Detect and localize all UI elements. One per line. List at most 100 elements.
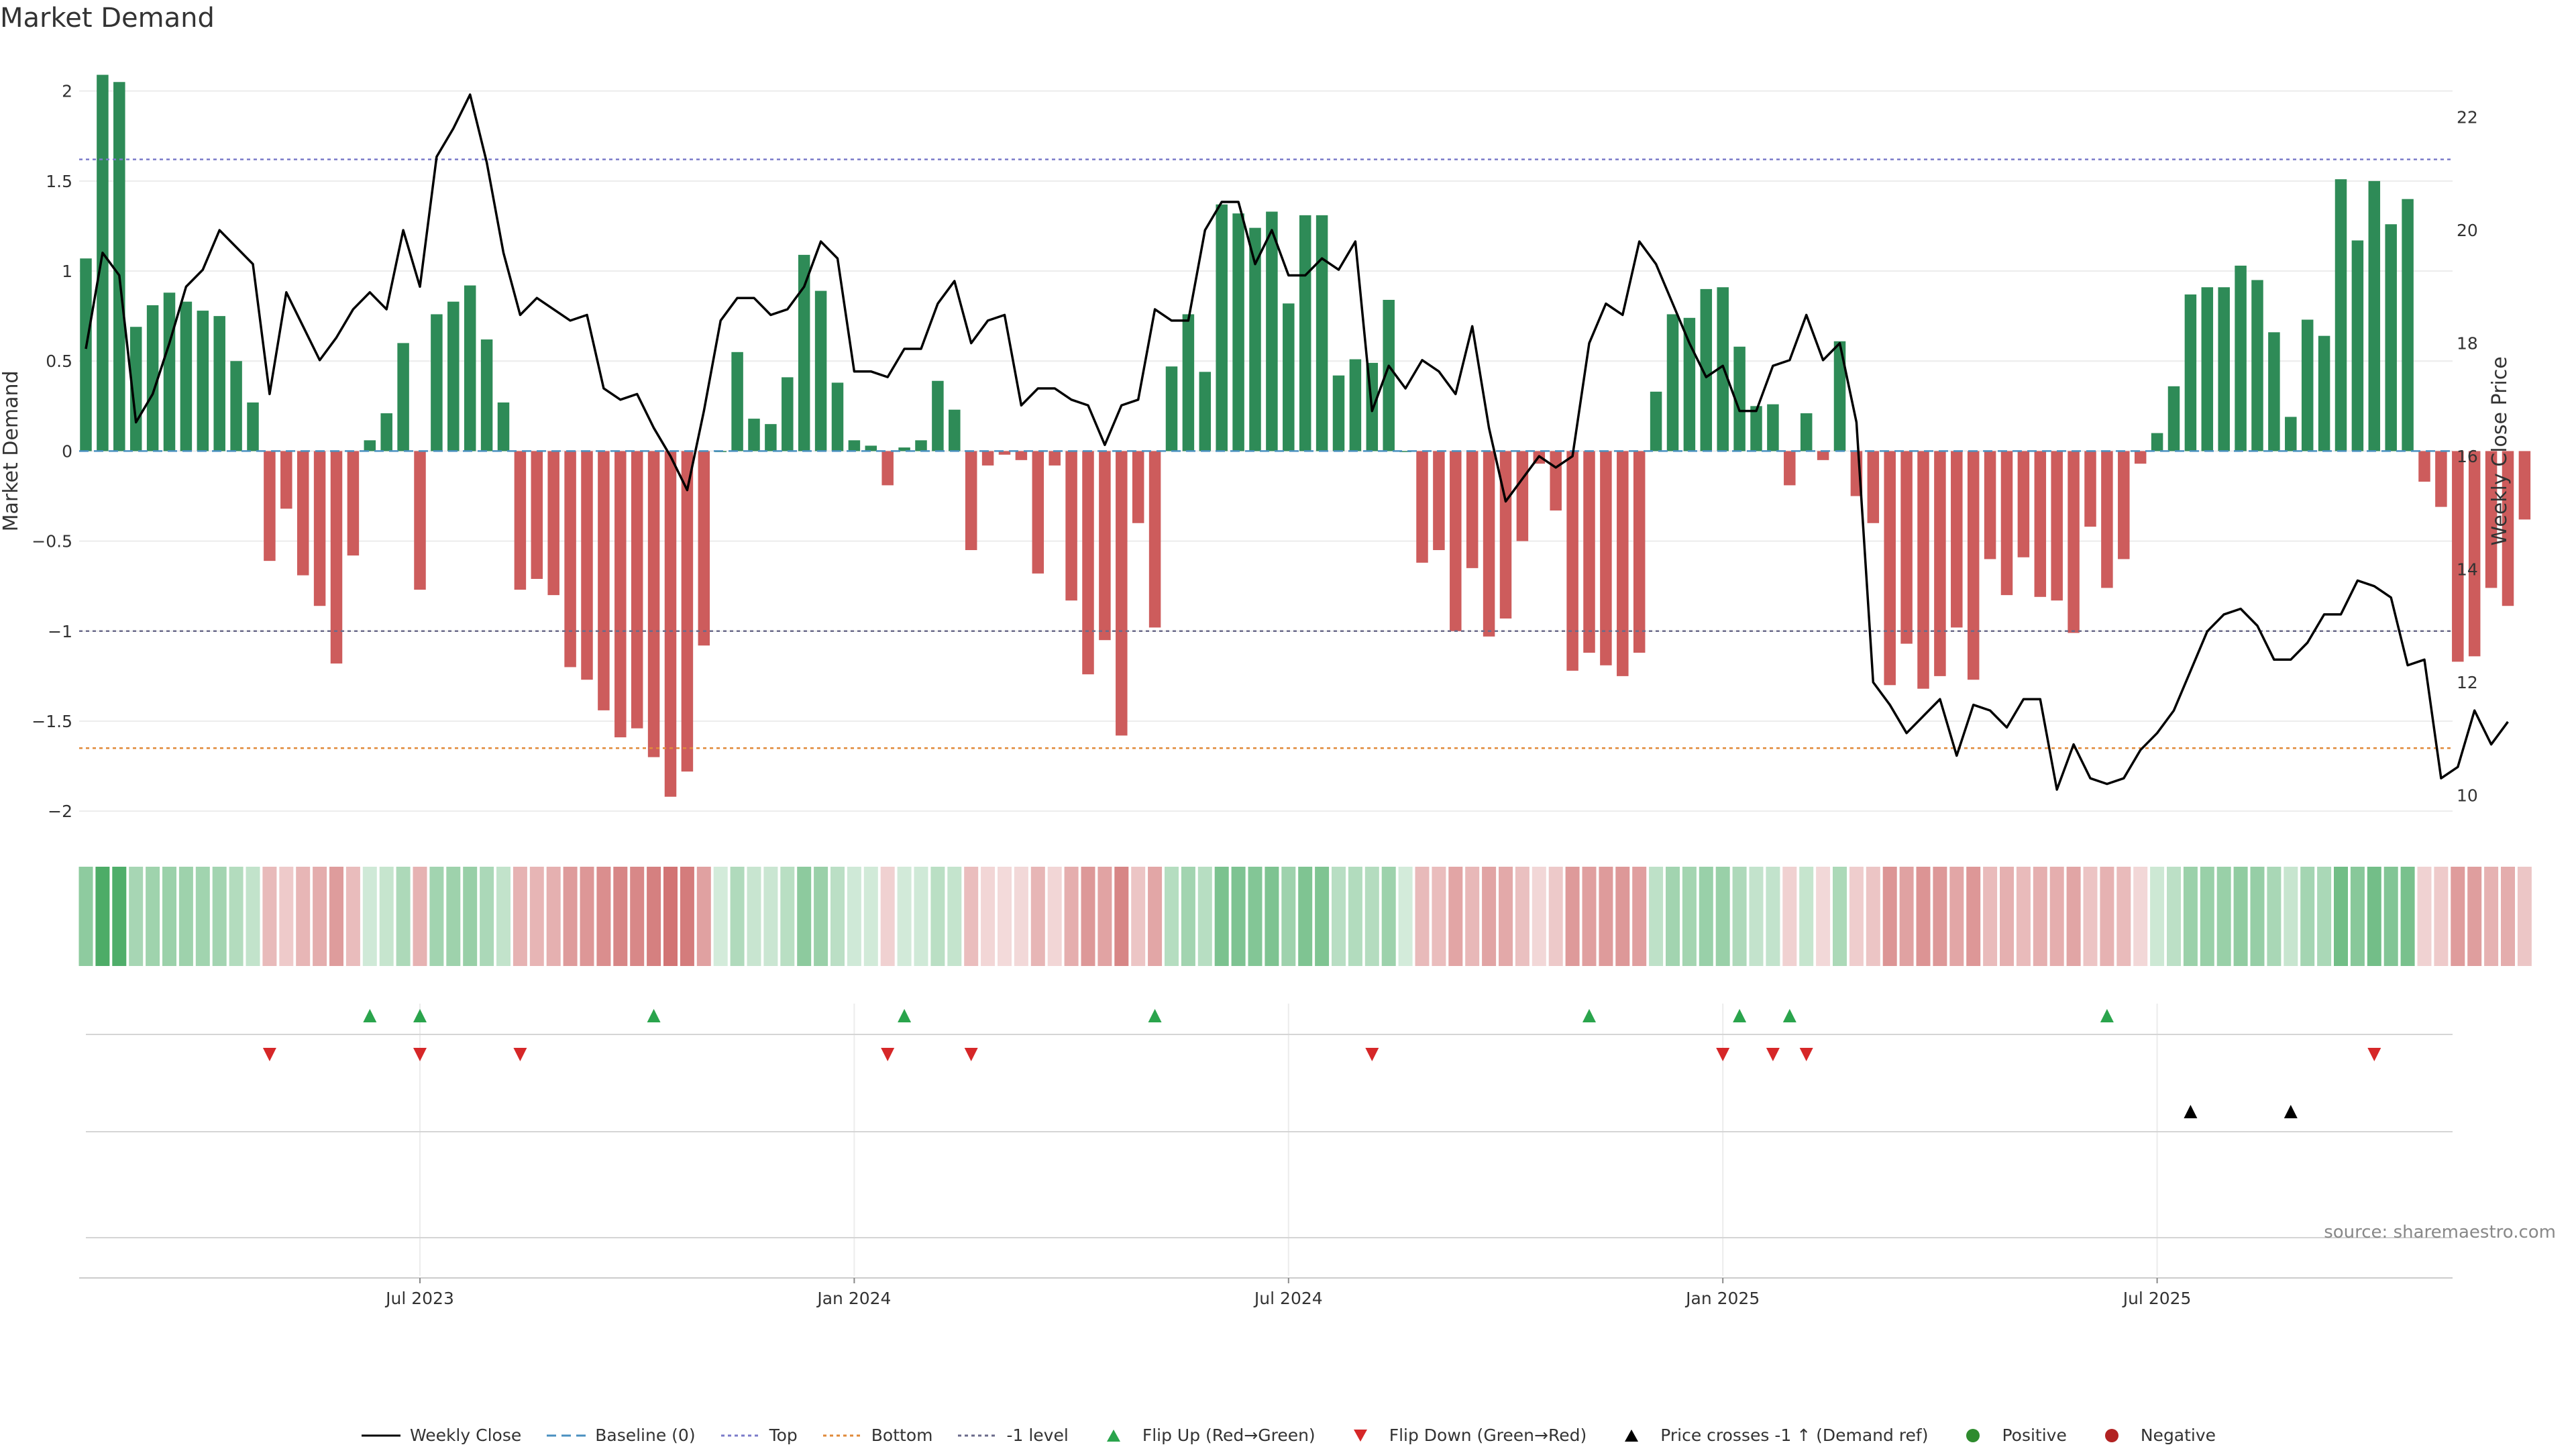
demand-bar: [898, 447, 910, 451]
demand-bar: [1566, 451, 1578, 671]
legend: Weekly Close Baseline (0) Top Bottom -1 leve…: [0, 1426, 2576, 1445]
demand-bar: [2485, 451, 2498, 588]
demand-bar: [1633, 451, 1646, 653]
demand-strip-cell: [2284, 867, 2298, 966]
demand-bar: [2368, 180, 2381, 451]
demand-bar: [731, 352, 743, 451]
demand-strip-cell: [1081, 867, 1095, 966]
demand-bar: [1900, 451, 1913, 644]
demand-bar: [1934, 451, 1946, 676]
demand-strip-cell: [1666, 867, 1680, 966]
flip-up-marker: [413, 1009, 427, 1022]
weekly-close-legend-swatch: [361, 1434, 400, 1436]
demand-strip-cell: [1348, 867, 1362, 966]
demand-strip-cell: [2434, 867, 2449, 966]
demand-strip-cell: [229, 867, 244, 966]
demand-bar: [2318, 335, 2330, 451]
demand-strip-cell: [1615, 867, 1630, 966]
y-tick-label: 0.5: [46, 352, 72, 371]
demand-strip-cell: [279, 867, 294, 966]
demand-strip-cell: [1882, 867, 1897, 966]
demand-bar: [247, 402, 259, 451]
demand-strip-cell: [78, 867, 93, 966]
demand-strip-cell: [663, 867, 678, 966]
demand-bar: [431, 314, 443, 451]
demand-bar: [1349, 359, 1362, 451]
source-note: source: sharemaestro.com: [2324, 1222, 2556, 1242]
demand-strip-cell: [129, 867, 144, 966]
demand-strip-cell: [1899, 867, 1914, 966]
demand-bar: [197, 311, 209, 451]
demand-strip-cell: [1682, 867, 1697, 966]
demand-bar: [2285, 417, 2297, 451]
chart-title: Market Demand: [0, 3, 215, 34]
legend-item-baseline: Baseline (0): [545, 1426, 696, 1445]
demand-strip-cell: [863, 867, 878, 966]
demand-bar: [414, 451, 426, 590]
flip-down-marker: [262, 1048, 276, 1061]
demand-bar: [2452, 451, 2464, 662]
demand-strip-cell: [112, 867, 127, 966]
price-cross-marker: [2184, 1105, 2198, 1118]
legend-label: Top: [769, 1426, 798, 1445]
x-tick-label: Jan 2024: [816, 1289, 891, 1308]
demand-bar: [1550, 451, 1562, 511]
demand-bar: [1148, 451, 1161, 628]
demand-strip-cell: [2451, 867, 2465, 966]
demand-bar: [97, 74, 109, 451]
demand-strip-cell: [2167, 867, 2181, 966]
demand-strip-cell: [162, 867, 176, 966]
demand-strip-cell: [647, 867, 661, 966]
demand-bar: [2351, 240, 2364, 451]
demand-strip-cell: [2066, 867, 2081, 966]
demand-bar: [1700, 288, 1713, 451]
demand-bar: [631, 451, 643, 729]
demand-strip-cell: [496, 867, 511, 966]
demand-bar: [2000, 451, 2013, 596]
demand-bar: [2151, 433, 2163, 451]
demand-bar: [848, 440, 861, 451]
demand-strip-cell: [2317, 867, 2332, 966]
demand-bar: [765, 424, 777, 451]
demand-strip-cell: [212, 867, 227, 966]
demand-bar: [1767, 404, 1779, 451]
demand-bar: [1116, 451, 1128, 736]
demand-strip-cell: [2233, 867, 2248, 966]
demand-strip-cell: [630, 867, 645, 966]
demand-bar: [932, 380, 944, 451]
demand-strip-cell: [880, 867, 895, 966]
demand-strip-cell: [1432, 867, 1446, 966]
demand-strip-cell: [914, 867, 928, 966]
demand-strip-cell: [379, 867, 394, 966]
demand-strip-cell: [797, 867, 812, 966]
demand-strip-cell: [2216, 867, 2231, 966]
demand-bar: [814, 290, 827, 451]
demand-strip-cell: [1364, 867, 1379, 966]
demand-strip-cell: [2000, 867, 2014, 966]
demand-strip-cell: [513, 867, 527, 966]
demand-strip-cell: [1983, 867, 1998, 966]
demand-strip-cell: [1782, 867, 1797, 966]
demand-strip-cell: [195, 867, 210, 966]
demand-strip-cell: [981, 867, 996, 966]
demand-strip-cell: [2049, 867, 2064, 966]
legend-label: Positive: [2002, 1426, 2067, 1445]
demand-bar: [1165, 366, 1178, 451]
demand-strip-cell: [596, 867, 611, 966]
demand-strip-cell: [1248, 867, 1263, 966]
legend-item-price-cross: Price crosses -1 ↑ (Demand ref): [1611, 1426, 1928, 1445]
demand-strip-cell: [329, 867, 343, 966]
demand-bar: [1784, 451, 1796, 486]
price-cross-marker: [2284, 1105, 2298, 1118]
demand-strip-cell: [930, 867, 945, 966]
demand-strip-cell: [1415, 867, 1430, 966]
demand-bar: [1099, 451, 1111, 641]
demand-strip-cell: [1448, 867, 1463, 966]
legend-label: -1 level: [1006, 1426, 1069, 1445]
demand-bar: [2235, 265, 2247, 451]
demand-strip-cell: [1014, 867, 1028, 966]
legend-item-top: Top: [720, 1426, 798, 1445]
demand-strip-cell: [1315, 867, 1330, 966]
demand-strip-cell: [1849, 867, 1864, 966]
demand-strip-cell: [2334, 867, 2348, 966]
